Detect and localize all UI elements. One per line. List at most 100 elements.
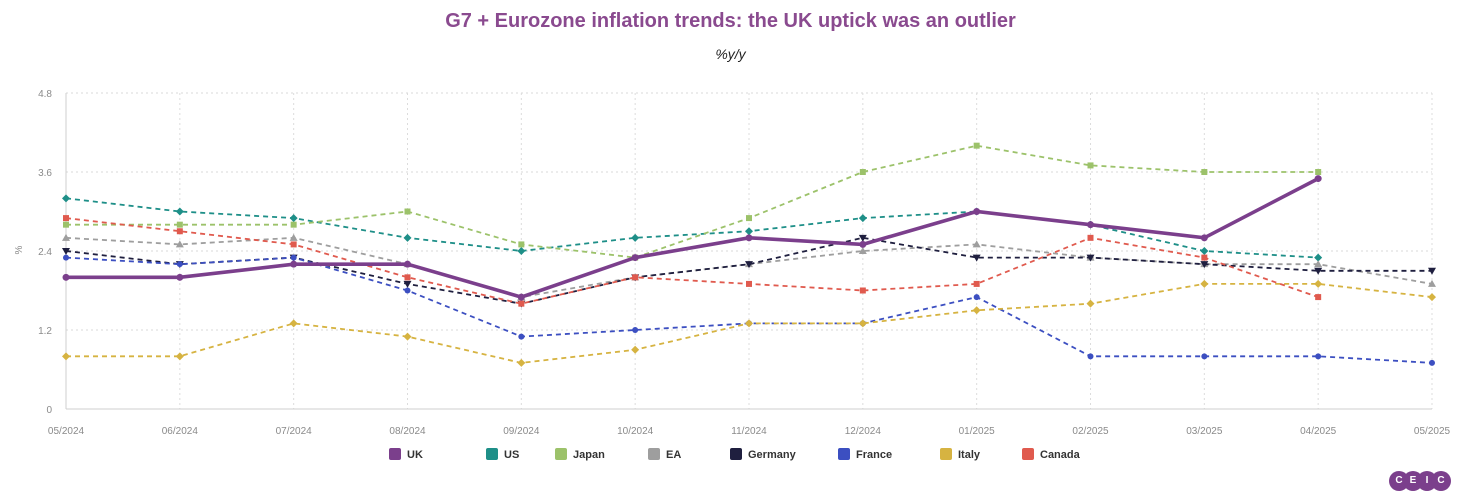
data-point [290, 260, 298, 268]
data-point [1086, 254, 1095, 262]
legend-item: Germany [730, 448, 797, 461]
data-point [517, 247, 526, 255]
data-point [518, 241, 525, 248]
legend-label: Germany [748, 449, 797, 461]
legend: UK US Japan EA Germany France Italy Canada [389, 448, 1081, 461]
legend-item: Canada [1022, 448, 1081, 461]
legend-swatch [940, 448, 952, 460]
series-us [62, 194, 1323, 262]
data-point [973, 294, 980, 301]
y-tick-label: 0 [46, 405, 52, 416]
data-point [517, 358, 526, 367]
data-point [1315, 294, 1322, 301]
data-point [403, 332, 412, 341]
data-point [1314, 175, 1322, 183]
data-point [972, 306, 981, 315]
data-point [631, 345, 640, 354]
chart-subtitle: %y/y [715, 46, 746, 62]
data-point [176, 228, 183, 235]
data-point [403, 233, 412, 242]
legend-item: Japan [555, 448, 605, 461]
legend-swatch [648, 448, 660, 460]
data-point [859, 169, 866, 175]
data-point [62, 352, 70, 361]
x-tick-label: 03/2025 [1186, 426, 1223, 437]
x-tick-label: 07/2024 [276, 426, 313, 437]
data-point [62, 248, 70, 255]
data-point [63, 215, 69, 222]
chart-title: G7 + Eurozone inflation trends: the UK u… [445, 10, 1016, 32]
data-point [289, 214, 298, 223]
y-tick-label: 4.8 [38, 89, 52, 100]
data-point [1428, 293, 1436, 302]
legend-label: Italy [958, 449, 981, 461]
data-point [973, 142, 980, 149]
data-point [859, 240, 867, 248]
data-point [1314, 279, 1323, 288]
series-line [65, 197, 1319, 259]
data-point [176, 273, 184, 281]
data-point [1428, 279, 1436, 287]
data-point [1314, 267, 1323, 275]
data-point [1200, 247, 1209, 255]
data-point [1429, 359, 1435, 366]
data-point [631, 233, 640, 242]
grid [65, 92, 1433, 409]
legend-item: France [838, 448, 892, 461]
data-point [290, 241, 297, 248]
data-point [1428, 267, 1436, 275]
logo-letter: C [1431, 471, 1451, 491]
data-point [858, 319, 867, 328]
data-point [403, 280, 412, 288]
x-tick-label: 01/2025 [959, 426, 996, 437]
data-point [62, 273, 70, 281]
legend-item: US [486, 448, 519, 461]
legend-label: UK [407, 449, 423, 461]
y-tick-label: 2.4 [38, 247, 52, 258]
series-line [65, 217, 1319, 305]
data-point [289, 233, 298, 241]
data-point [1087, 234, 1094, 241]
data-point [746, 215, 752, 222]
data-point [1200, 234, 1208, 242]
legend-label: EA [666, 449, 681, 461]
legend-swatch [389, 448, 401, 460]
legend-label: Japan [573, 449, 605, 461]
data-point [1315, 169, 1322, 175]
data-point [973, 280, 980, 287]
series-line [66, 177, 1320, 299]
data-point [746, 280, 752, 287]
x-tick-label: 05/2024 [48, 426, 85, 437]
legend-item: EA [648, 448, 681, 461]
x-tick-label: 11/2024 [731, 426, 767, 437]
legend-swatch [486, 448, 498, 460]
data-point [745, 319, 753, 328]
data-point [1201, 169, 1208, 175]
data-point [1087, 353, 1094, 360]
x-tick-label: 12/2024 [845, 426, 882, 437]
data-point [1201, 254, 1208, 261]
data-point [859, 287, 866, 294]
data-point [632, 274, 639, 281]
data-point [1315, 353, 1322, 360]
data-point [1087, 221, 1094, 229]
data-point [1086, 299, 1095, 308]
axes: 0 1.2 2.4 3.6 4.8 05/2024 06/2024 07/2024 08/202… [14, 89, 1451, 437]
data-point [175, 352, 184, 361]
data-point [290, 221, 297, 228]
data-point [1314, 260, 1323, 268]
data-point [1200, 261, 1209, 269]
data-point [858, 247, 867, 254]
y-axis-label: % [14, 245, 25, 254]
legend-item: Italy [940, 448, 981, 461]
series-italy [62, 279, 1436, 367]
data-point [517, 293, 525, 301]
x-tick-label: 02/2025 [1072, 426, 1109, 437]
legend-label: France [856, 449, 892, 461]
legend-swatch [838, 448, 850, 460]
x-tick-label: 10/2024 [617, 426, 654, 437]
legend-label: US [504, 449, 519, 461]
data-point [404, 287, 411, 294]
data-point [631, 254, 639, 262]
data-point [518, 300, 525, 307]
